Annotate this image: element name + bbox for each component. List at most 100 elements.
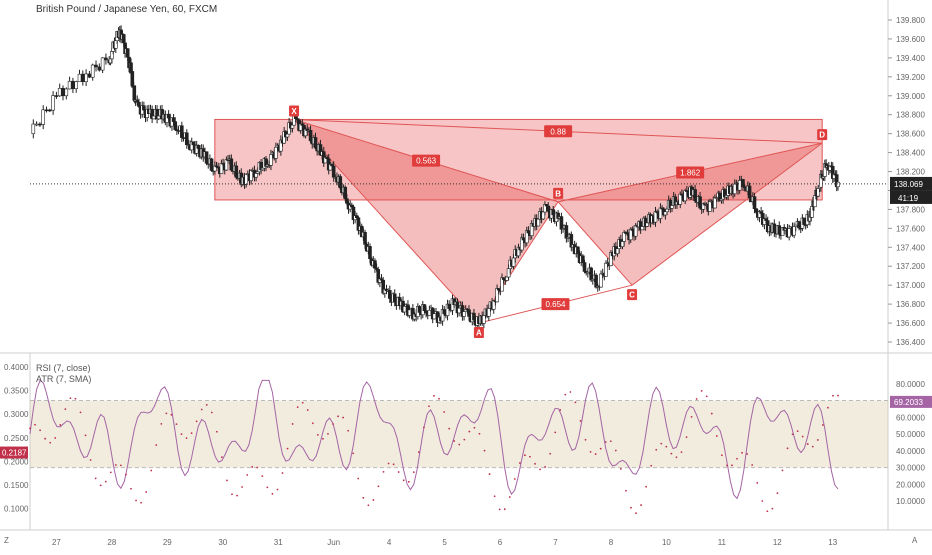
ratio-label: 0.654 <box>545 300 566 309</box>
atr-point <box>746 453 749 455</box>
atr-point <box>347 429 350 432</box>
candle-body <box>44 109 49 112</box>
atr-point <box>705 395 708 398</box>
atr-value-badge <box>0 446 28 459</box>
time-tick-label: 4 <box>387 538 392 547</box>
candle-body <box>640 226 645 231</box>
atr-point <box>433 394 435 397</box>
candle-body <box>151 115 156 120</box>
atr-point <box>574 401 577 404</box>
atr-point <box>170 413 173 416</box>
atr-point <box>685 436 688 439</box>
atr-point <box>190 432 193 435</box>
atr-point <box>665 445 668 448</box>
atr-point <box>64 408 67 410</box>
atr-point <box>513 478 516 480</box>
atr-point <box>604 441 607 443</box>
atr-point <box>337 415 339 418</box>
atr-point <box>372 499 375 501</box>
atr-point <box>837 394 839 397</box>
candle-body <box>506 268 511 278</box>
corner-top-left-label[interactable]: Z <box>4 536 9 545</box>
rsi-tick-label: 30.0000 <box>896 464 925 473</box>
atr-point <box>281 472 284 474</box>
atr-point <box>806 443 809 445</box>
candle-body <box>505 276 509 281</box>
atr-point <box>524 454 526 457</box>
candle-body <box>184 132 189 146</box>
candle-body <box>48 109 52 112</box>
rsi-tick-label: 10.0000 <box>896 497 925 506</box>
candle-body <box>599 273 603 288</box>
atr-point <box>402 479 405 482</box>
atr-point <box>251 466 254 468</box>
candle-body <box>407 309 412 316</box>
candle-body <box>94 64 98 68</box>
atr-point <box>276 488 279 491</box>
atr-point <box>29 427 31 430</box>
atr-point <box>463 438 466 441</box>
price-tick-label: 136.800 <box>896 300 925 309</box>
time-tick-label: 28 <box>107 538 116 547</box>
auto-scale-button[interactable]: A <box>912 536 918 545</box>
candle-body <box>204 151 209 164</box>
candle-body <box>752 196 757 209</box>
atr-point <box>655 448 658 451</box>
candle-body <box>541 211 546 220</box>
candle-body <box>402 306 407 313</box>
atr-point <box>74 397 77 400</box>
price-tick-label: 139.400 <box>896 54 925 63</box>
candle-body <box>772 223 777 233</box>
atr-point <box>120 464 122 467</box>
atr-point <box>362 496 365 499</box>
candle-body <box>645 222 650 227</box>
candle-body <box>482 315 486 324</box>
atr-point <box>569 391 572 393</box>
atr-tick-label: 0.1500 <box>4 481 29 490</box>
candle-body <box>54 95 59 97</box>
atr-point <box>301 401 304 404</box>
atr-point <box>726 464 728 467</box>
atr-point <box>614 449 617 452</box>
candle-body <box>90 64 95 78</box>
price-tick-label: 137.400 <box>896 243 925 252</box>
atr-point <box>316 433 319 436</box>
candle-body <box>71 80 75 90</box>
candle-body <box>754 208 758 213</box>
candle-body <box>244 173 249 185</box>
atr-point <box>215 430 218 433</box>
atr-point <box>180 433 183 436</box>
atr-point <box>246 474 249 476</box>
candle-body <box>665 208 669 213</box>
rsi-tick-label: 50.0000 <box>896 430 925 439</box>
atr-point <box>185 437 188 440</box>
atr-point <box>458 443 461 446</box>
atr-point <box>493 495 496 498</box>
candle-body <box>432 313 437 320</box>
atr-point <box>821 424 824 426</box>
candle-body <box>467 309 471 317</box>
candle-body <box>67 80 72 90</box>
candle-body <box>100 57 105 71</box>
ratio-badge <box>541 298 570 311</box>
atr-point <box>135 499 137 502</box>
time-tick-label: 11 <box>718 538 727 547</box>
atr-point <box>271 492 274 495</box>
candle-body <box>678 193 683 205</box>
atr-point <box>635 512 637 515</box>
candle-body <box>87 73 92 78</box>
candle-body <box>171 117 176 122</box>
atr-point <box>125 473 127 476</box>
candle-body <box>368 246 372 259</box>
atr-point <box>109 471 112 474</box>
atr-point <box>448 427 451 430</box>
countdown-badge <box>890 190 932 204</box>
candle-body <box>97 66 102 71</box>
atr-point <box>539 468 541 471</box>
candle-body <box>331 165 336 178</box>
atr-point <box>720 454 723 457</box>
candle-body <box>224 159 229 171</box>
atr-point <box>518 462 521 464</box>
